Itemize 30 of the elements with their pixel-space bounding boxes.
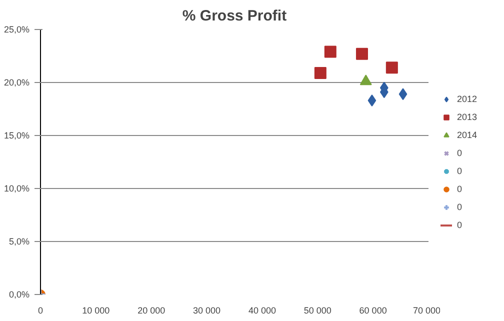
point [324, 46, 336, 58]
point [398, 88, 408, 100]
legend-label: 0 [457, 182, 464, 196]
point [386, 62, 398, 74]
y-tick-label: 10,0% [4, 184, 30, 194]
legend-label: 0 [457, 146, 464, 160]
y-tick-label: 15,0% [4, 130, 30, 140]
legend-label: 0 [457, 218, 464, 232]
y-tick-label: 25,0% [4, 24, 30, 34]
x-tick-label: 60 000 [359, 306, 387, 316]
x-tick-label: 20 000 [138, 306, 166, 316]
y-tick-label: 0,0% [8, 290, 30, 300]
legend-label: 2012 [457, 92, 478, 106]
point [314, 66, 326, 79]
legend-label: 2014 [457, 128, 478, 142]
x-tick-label: 40 000 [248, 306, 276, 316]
point [368, 94, 376, 107]
y-tick-label: 20,0% [4, 78, 30, 88]
legend-label: 0 [457, 164, 464, 178]
chart-title: % Gross Profit [182, 8, 287, 24]
x-tick-label: 70 000 [412, 306, 441, 316]
x-tick-label: 0 [38, 306, 44, 316]
x-tick-label: 50 000 [304, 306, 332, 316]
x-tick-label: 30 000 [193, 306, 221, 316]
legend-label: 2013 [457, 110, 478, 124]
point [356, 48, 368, 60]
x-tick-label: 10 000 [82, 306, 110, 316]
point [360, 74, 372, 86]
y-tick-label: 5,0% [8, 236, 30, 246]
legend-label: 0 [457, 200, 464, 214]
